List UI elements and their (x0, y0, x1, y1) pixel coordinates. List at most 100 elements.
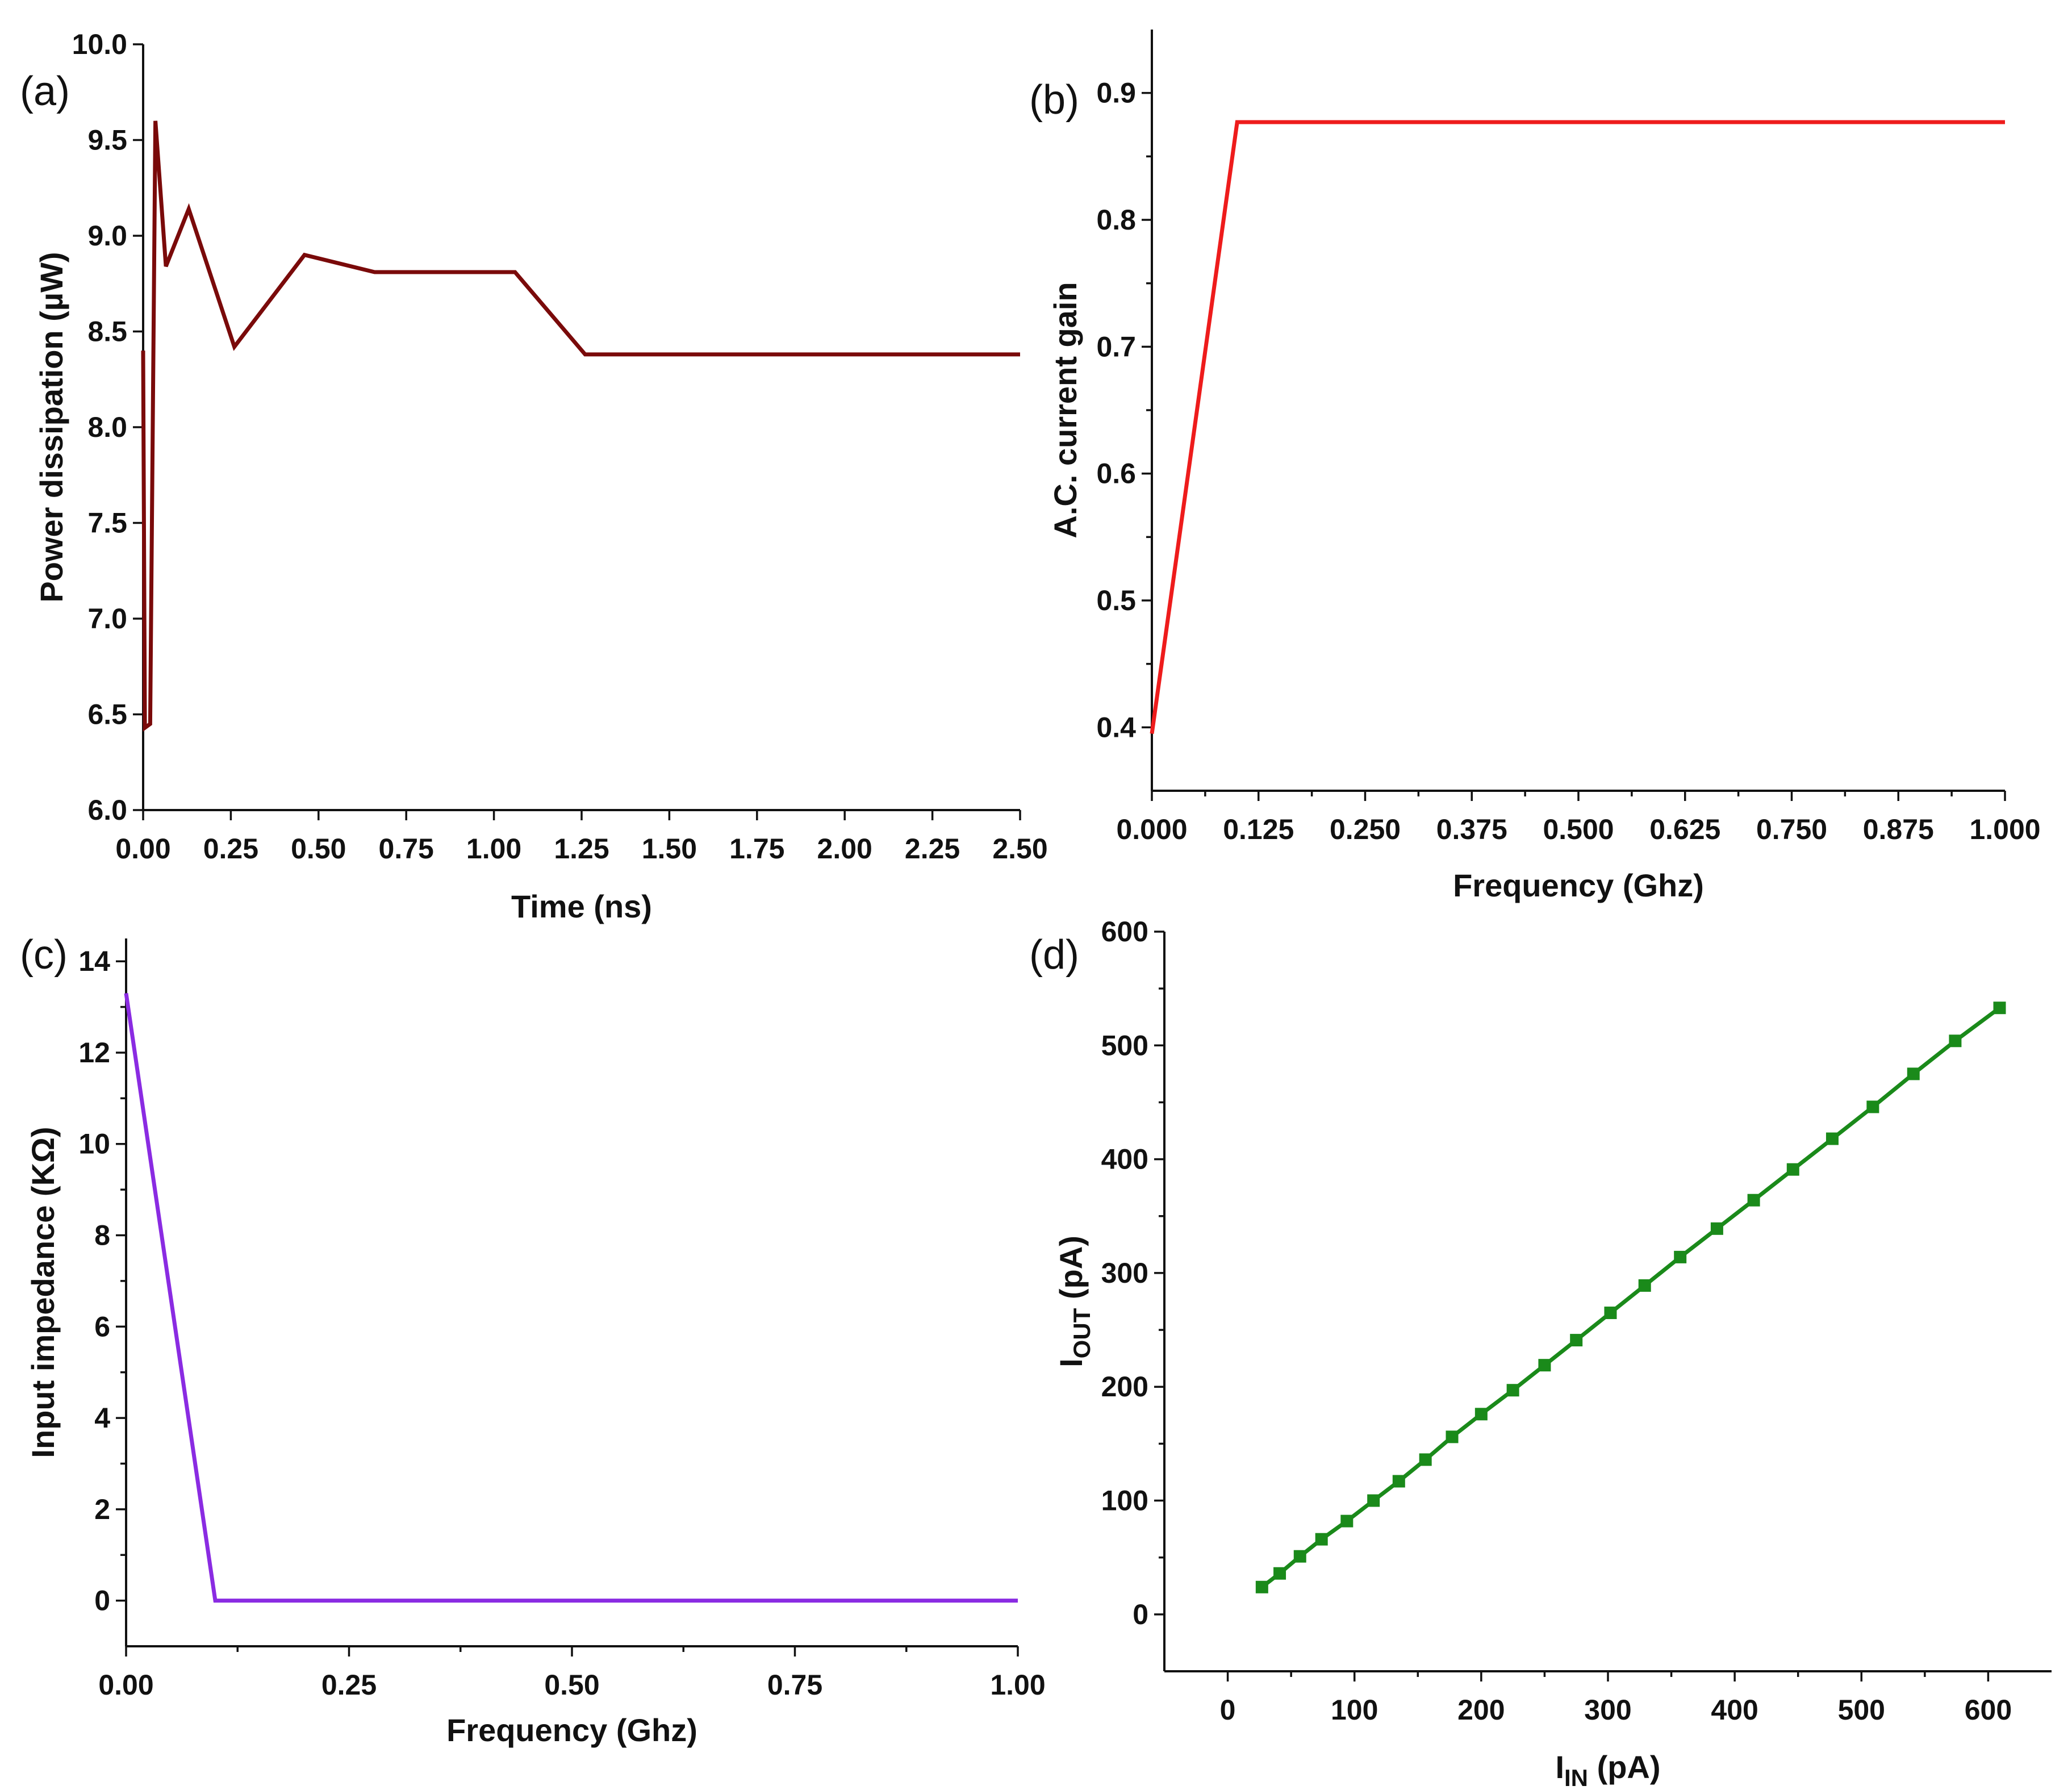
y-axis-title: A.C. current gain (1047, 282, 1083, 538)
x-tick-label: 2.00 (817, 833, 872, 865)
y-tick-label: 300 (1101, 1257, 1148, 1289)
data-point (1674, 1250, 1687, 1263)
data-point (1392, 1475, 1405, 1488)
y-tick-label: 9.5 (87, 124, 127, 156)
y-tick-label: 0 (94, 1585, 110, 1617)
y-axis-title: IOUT (pA) (1053, 1236, 1095, 1367)
x-tick-label: 500 (1838, 1694, 1885, 1726)
y-tick-label: 0.8 (1096, 204, 1136, 236)
x-tick-label: 1.00 (990, 1669, 1045, 1701)
y-tick-label: 9.0 (87, 220, 127, 252)
x-tick-label: 0 (1220, 1694, 1236, 1726)
y-tick-label: 14 (78, 945, 110, 977)
data-point (1367, 1494, 1380, 1507)
data-point (1907, 1067, 1920, 1080)
y-tick-label: 0.4 (1096, 711, 1136, 743)
y-tick-label: 200 (1101, 1371, 1148, 1403)
x-tick-label: 1.00 (466, 833, 521, 865)
x-tick-label: 1.75 (729, 833, 784, 865)
y-tick-label: 0 (1133, 1599, 1148, 1630)
data-point (1570, 1334, 1583, 1347)
x-tick-label: 2.25 (905, 833, 960, 865)
x-tick-label: 0.125 (1223, 813, 1294, 845)
y-tick-label: 100 (1101, 1485, 1148, 1517)
data-point (1446, 1430, 1459, 1443)
y-tick-label: 7.5 (87, 507, 127, 539)
x-tick-label: 0.00 (98, 1669, 153, 1701)
x-tick-label: 0.00 (115, 833, 170, 865)
x-tick-label: 1.50 (642, 833, 697, 865)
series-line (141, 120, 1020, 732)
y-tick-label: 8.5 (87, 316, 127, 348)
panel-label: (a) (20, 69, 70, 114)
y-tick-label: 2 (94, 1493, 110, 1525)
data-point (1604, 1307, 1617, 1320)
x-axis-title: Time (ns) (511, 888, 652, 924)
y-tick-label: 0.7 (1096, 331, 1136, 362)
x-tick-label: 0.625 (1649, 813, 1720, 845)
x-tick-label: 0.750 (1756, 813, 1827, 845)
data-point (1419, 1453, 1432, 1466)
x-tick-label: 0.875 (1863, 813, 1934, 845)
x-tick-label: 2.50 (992, 833, 1047, 865)
x-tick-label: 0.75 (379, 833, 434, 865)
y-tick-label: 0.5 (1096, 585, 1136, 616)
x-tick-label: 0.375 (1436, 813, 1507, 845)
chart-panel-a: (a) 6.0 6.5 7.0 7.5 8.0 8.5 9.0 9.5 10.0 0.00 0.25 0… (20, 28, 1048, 924)
x-tick-label: 0.75 (767, 1669, 822, 1701)
x-tick-label: 400 (1711, 1694, 1758, 1726)
data-point (1340, 1514, 1354, 1528)
series-line (124, 992, 1018, 1603)
data-point (1638, 1279, 1651, 1292)
y-tick-label: 8.0 (87, 411, 127, 443)
y-tick-label: 0.9 (1096, 77, 1136, 109)
y-axis-title: Input impedance (KΩ) (25, 1126, 61, 1458)
data-point (1255, 1580, 1268, 1593)
data-point (1273, 1567, 1286, 1580)
data-point (1293, 1550, 1306, 1563)
x-tick-label: 100 (1331, 1694, 1378, 1726)
y-axis-title: Power dissipation (µW) (34, 252, 69, 602)
x-axis-title: Frequency (Ghz) (446, 1712, 697, 1748)
y-tick-label: 0.6 (1096, 458, 1136, 490)
y-tick-label: 500 (1101, 1029, 1148, 1061)
panel-label: (d) (1029, 932, 1079, 978)
x-tick-label: 1.000 (1969, 813, 2040, 845)
x-axis-title: Frequency (Ghz) (1453, 867, 1704, 903)
y-tick-label: 10 (78, 1128, 110, 1160)
chart-panel-d: (d) 0 100 200 300 400 500 600 0 100 200 300 400 500 60… (1029, 916, 2052, 1790)
panel-label: (c) (20, 932, 68, 978)
y-tick-label: 10.0 (72, 28, 127, 60)
chart-panel-b: (b) 0.4 0.5 0.6 0.7 0.8 0.9 0.000 0.125 0.250 0.37… (1029, 30, 2041, 903)
data-point (1474, 1408, 1488, 1421)
y-tick-label: 12 (78, 1037, 110, 1069)
x-tick-label: 300 (1584, 1694, 1631, 1726)
data-point (1538, 1359, 1551, 1372)
x-tick-label: 600 (1965, 1694, 2012, 1726)
panel-label: (b) (1029, 77, 1079, 123)
data-point (1506, 1384, 1519, 1397)
y-tick-label: 8 (94, 1220, 110, 1251)
x-tick-label: 200 (1457, 1694, 1505, 1726)
data-point (1825, 1132, 1839, 1145)
series-line (1150, 120, 2005, 734)
data-point (1710, 1222, 1723, 1235)
data-point (1747, 1194, 1760, 1207)
y-tick-label: 600 (1101, 916, 1148, 948)
x-tick-label: 0.250 (1330, 813, 1401, 845)
data-point (1315, 1533, 1328, 1546)
x-tick-label: 0.25 (321, 1669, 377, 1701)
x-tick-label: 0.500 (1543, 813, 1614, 845)
x-tick-label: 0.25 (203, 833, 258, 865)
y-tick-label: 400 (1101, 1144, 1148, 1175)
y-tick-label: 4 (94, 1402, 110, 1434)
data-point (1786, 1163, 1799, 1176)
x-tick-label: 1.25 (554, 833, 609, 865)
x-axis-title: IIN (pA) (1555, 1749, 1660, 1790)
x-tick-label: 0.000 (1116, 813, 1187, 845)
y-tick-label: 6 (94, 1311, 110, 1342)
x-tick-label: 0.50 (544, 1669, 599, 1701)
y-tick-label: 7.0 (87, 603, 127, 635)
x-tick-label: 0.50 (291, 833, 346, 865)
